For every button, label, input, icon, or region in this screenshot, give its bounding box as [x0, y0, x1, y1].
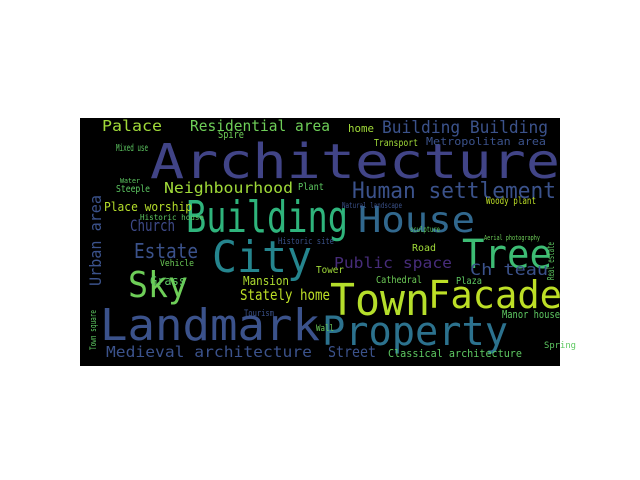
word: Tower [316, 265, 344, 276]
word: Neighbourhood [164, 179, 293, 197]
word: Steeple [116, 184, 150, 195]
word: Road [412, 243, 436, 254]
word: Spire [218, 128, 244, 141]
word: Building Building [382, 118, 548, 138]
word: Grass [150, 274, 186, 288]
word: Historic site [278, 237, 334, 247]
word: Estate [134, 239, 198, 263]
cloud-background [80, 118, 560, 366]
word: Architecture [150, 134, 560, 190]
word: Public space [334, 254, 452, 272]
word: Transport [374, 138, 418, 149]
word: Medieval architecture [106, 343, 312, 361]
word: Plaza [456, 276, 482, 287]
word: Woody plant [486, 196, 536, 207]
word: sculpture [410, 225, 440, 234]
word: Urban area [86, 195, 105, 286]
word: Mixed use [116, 143, 148, 154]
word: Palace [102, 117, 162, 135]
word: Manor house [502, 308, 560, 321]
word: City [212, 232, 312, 283]
word: Tourism [244, 309, 274, 319]
word: Real estate [546, 242, 557, 280]
word: Classical architecture [388, 347, 522, 360]
word: Water [120, 177, 140, 185]
word: Sky [128, 265, 188, 306]
word: Residential area [190, 117, 330, 135]
word: Vehicle [160, 259, 194, 269]
word: Property [322, 309, 508, 355]
word: Ch teau [470, 260, 548, 279]
word: Building [186, 192, 348, 243]
word: Street [328, 343, 376, 361]
word: Cathedral [376, 275, 422, 286]
word: Mansion [243, 274, 289, 288]
word: home [348, 122, 374, 135]
word: Metropolitan area [426, 135, 546, 148]
word: Stately home [240, 286, 330, 304]
word: Wall [316, 324, 334, 334]
word: Spring [544, 341, 576, 351]
word: Facade [428, 273, 562, 317]
word: Human settlement [352, 179, 556, 204]
word: Church [130, 216, 175, 235]
word: Plant [298, 182, 324, 193]
word: Landmark [100, 300, 320, 351]
word: Tree [462, 232, 552, 278]
word: Aerial photography [484, 234, 540, 242]
word: House [358, 200, 475, 241]
word: Town [330, 275, 430, 326]
word: Natural landscape [342, 201, 402, 210]
word: Historic house [140, 213, 204, 222]
word: Place worship [104, 200, 192, 214]
word: Town square [89, 310, 99, 350]
